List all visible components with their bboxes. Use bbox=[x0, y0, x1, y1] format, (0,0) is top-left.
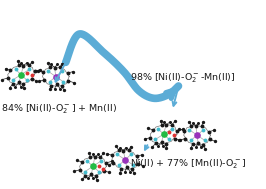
Text: 98% [Ni(II)-O$_2^-$-Mn(II)]: 98% [Ni(II)-O$_2^-$-Mn(II)] bbox=[130, 72, 236, 85]
Text: 84% [Ni(II)-O$_2^-$] + Mn(II): 84% [Ni(II)-O$_2^-$] + Mn(II) bbox=[1, 103, 117, 116]
Text: Ni(II) + 77% [Mn(II)-O$_2^-$]: Ni(II) + 77% [Mn(II)-O$_2^-$] bbox=[130, 158, 246, 171]
